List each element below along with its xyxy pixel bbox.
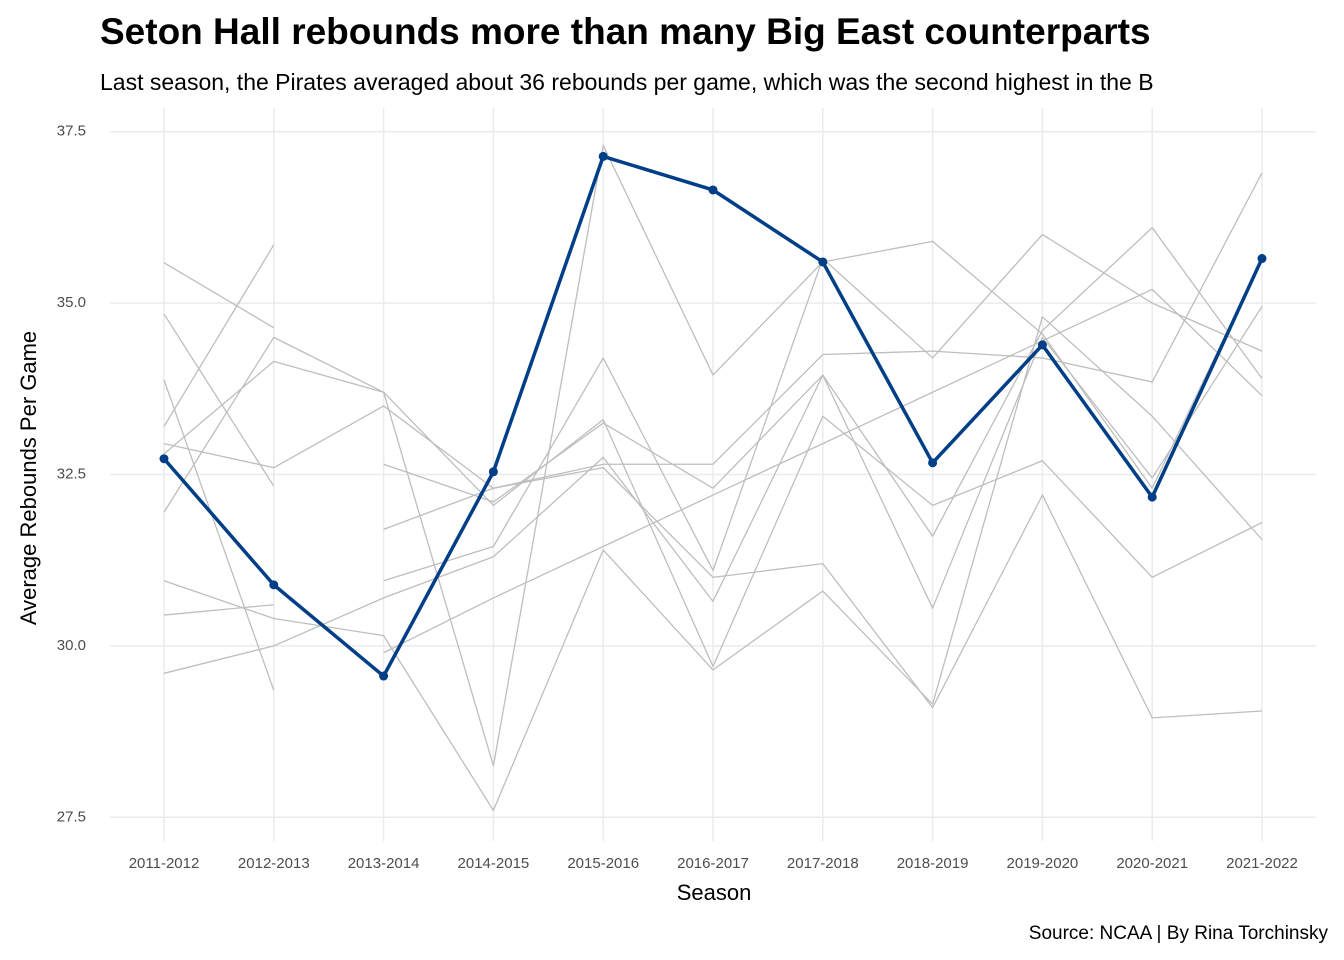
team-line xyxy=(163,405,1263,719)
team-line xyxy=(163,262,275,329)
point xyxy=(159,454,169,464)
team-line xyxy=(383,172,1263,530)
y-tick-label: 30.0 xyxy=(57,637,86,654)
team-line xyxy=(163,604,274,616)
x-tick-label: 2015-2016 xyxy=(567,855,639,872)
team-line xyxy=(163,306,1263,674)
y-tick-label: 35.0 xyxy=(57,294,86,311)
x-tick-label: 2016-2017 xyxy=(677,855,749,872)
team-line xyxy=(383,227,1263,537)
y-axis-label: Average Rebounds Per Game xyxy=(16,331,41,625)
point xyxy=(488,467,498,477)
x-tick-label: 2019-2020 xyxy=(1007,855,1079,872)
x-axis-label: Season xyxy=(677,880,752,905)
point xyxy=(818,257,828,267)
point xyxy=(928,458,938,468)
point xyxy=(1037,340,1047,350)
x-tick-label: 2013-2014 xyxy=(348,855,420,872)
team-line xyxy=(163,336,1263,668)
team-line xyxy=(163,313,275,487)
y-tick-label: 27.5 xyxy=(57,808,86,825)
x-tick-label: 2021-2022 xyxy=(1226,855,1298,872)
point xyxy=(598,151,608,161)
source-note: Source: NCAA | By Rina Torchinsky xyxy=(1029,923,1329,944)
team-line xyxy=(163,144,1263,767)
team-line xyxy=(163,316,1263,812)
point xyxy=(379,671,389,681)
y-tick-label: 37.5 xyxy=(57,123,86,140)
y-tick-label: 32.5 xyxy=(57,465,86,482)
chart-title: Seton Hall rebounds more than many Big E… xyxy=(100,11,1151,52)
team-line xyxy=(383,288,1263,654)
team-line xyxy=(163,244,275,427)
point xyxy=(269,580,279,590)
x-tick-label: 2017-2018 xyxy=(787,855,859,872)
point xyxy=(1257,254,1267,264)
chart-subtitle: Last season, the Pirates averaged about … xyxy=(100,69,1154,95)
team-line xyxy=(163,379,275,691)
x-tick-label: 2012-2013 xyxy=(238,855,310,872)
x-tick-label: 2014-2015 xyxy=(458,855,530,872)
x-tick-label: 2018-2019 xyxy=(897,855,969,872)
x-tick-label: 2020-2021 xyxy=(1116,855,1188,872)
x-tick-label: 2011-2012 xyxy=(129,855,200,872)
point xyxy=(1147,492,1157,502)
point xyxy=(708,185,718,195)
